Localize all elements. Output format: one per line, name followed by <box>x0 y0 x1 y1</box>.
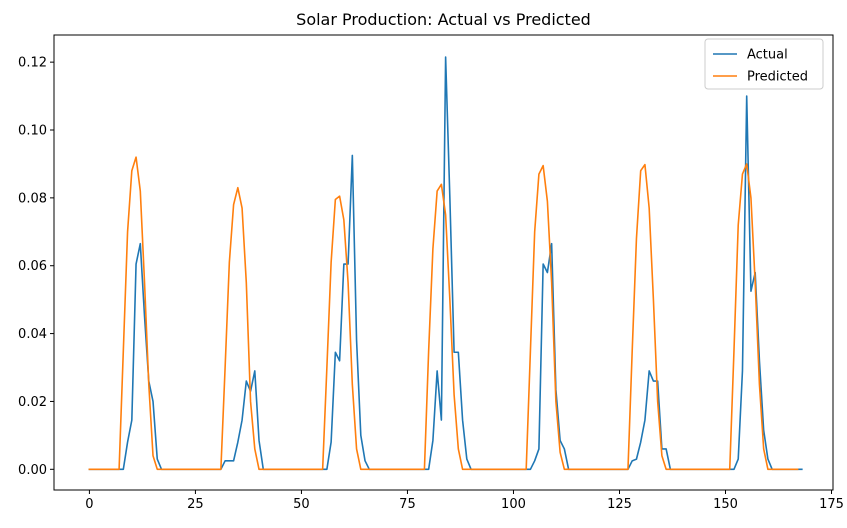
y-tick-label: 0.06 <box>18 259 47 274</box>
legend-label-predicted: Predicted <box>747 70 808 85</box>
series-layer <box>88 56 803 471</box>
x-tick-label: 175 <box>819 497 844 512</box>
x-tick-label: 75 <box>399 497 416 512</box>
series-line-predicted <box>88 156 799 471</box>
x-tick-label: 25 <box>187 497 204 512</box>
x-tick-label: 0 <box>85 497 93 512</box>
plot-frame <box>53 34 834 491</box>
axes-layer: 0 25 50 75 100 125 150 175 0.00 0.02 0.04 0.06 0.08 0… <box>18 34 844 512</box>
x-tick-label: 150 <box>713 497 738 512</box>
y-tick-label: 0.02 <box>18 395 47 410</box>
y-tick-label: 0.08 <box>18 191 47 206</box>
x-tick-label: 125 <box>607 497 632 512</box>
x-tick-label: 50 <box>293 497 310 512</box>
legend: Actual Predicted <box>704 38 824 90</box>
x-tick-label: 100 <box>501 497 526 512</box>
y-tick-label: 0.04 <box>18 327 47 342</box>
y-tick-label: 0.12 <box>18 56 47 71</box>
y-tick-label: 0.00 <box>18 463 47 478</box>
chart-title: Solar Production: Actual vs Predicted <box>296 10 591 29</box>
y-tick-label: 0.10 <box>18 124 47 139</box>
legend-label-actual: Actual <box>747 48 788 63</box>
